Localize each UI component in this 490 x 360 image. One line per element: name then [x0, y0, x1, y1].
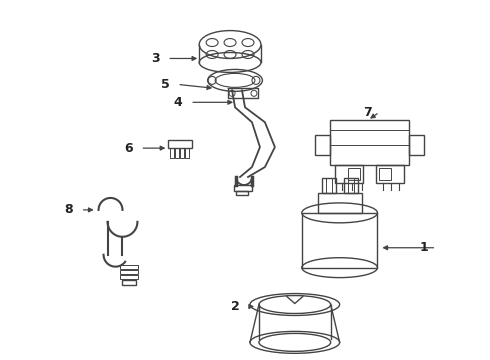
Text: 4: 4	[174, 96, 183, 109]
Bar	[185, 148, 189, 158]
Bar	[347, 168, 360, 180]
Bar	[180, 148, 184, 158]
Text: 3: 3	[151, 52, 160, 65]
Text: 5: 5	[161, 78, 170, 91]
Text: 2: 2	[231, 300, 240, 313]
Bar	[302, 213, 377, 268]
Bar	[335, 165, 363, 183]
Bar	[318, 193, 362, 213]
Bar	[121, 275, 138, 279]
Text: 1: 1	[420, 241, 429, 254]
Bar	[171, 148, 174, 158]
Bar	[376, 165, 404, 183]
Bar	[315, 135, 330, 155]
Bar	[121, 265, 138, 269]
Bar	[409, 135, 424, 155]
Text: 6: 6	[124, 141, 133, 155]
Bar	[122, 280, 136, 285]
Bar	[236, 191, 248, 195]
Bar	[379, 168, 392, 180]
Bar	[121, 270, 138, 274]
Bar	[343, 178, 358, 193]
Bar	[330, 120, 409, 165]
Bar	[322, 178, 336, 193]
Bar	[168, 140, 192, 148]
Bar	[175, 148, 179, 158]
Text: 8: 8	[64, 203, 73, 216]
Text: 7: 7	[363, 106, 372, 119]
Bar	[234, 185, 252, 191]
